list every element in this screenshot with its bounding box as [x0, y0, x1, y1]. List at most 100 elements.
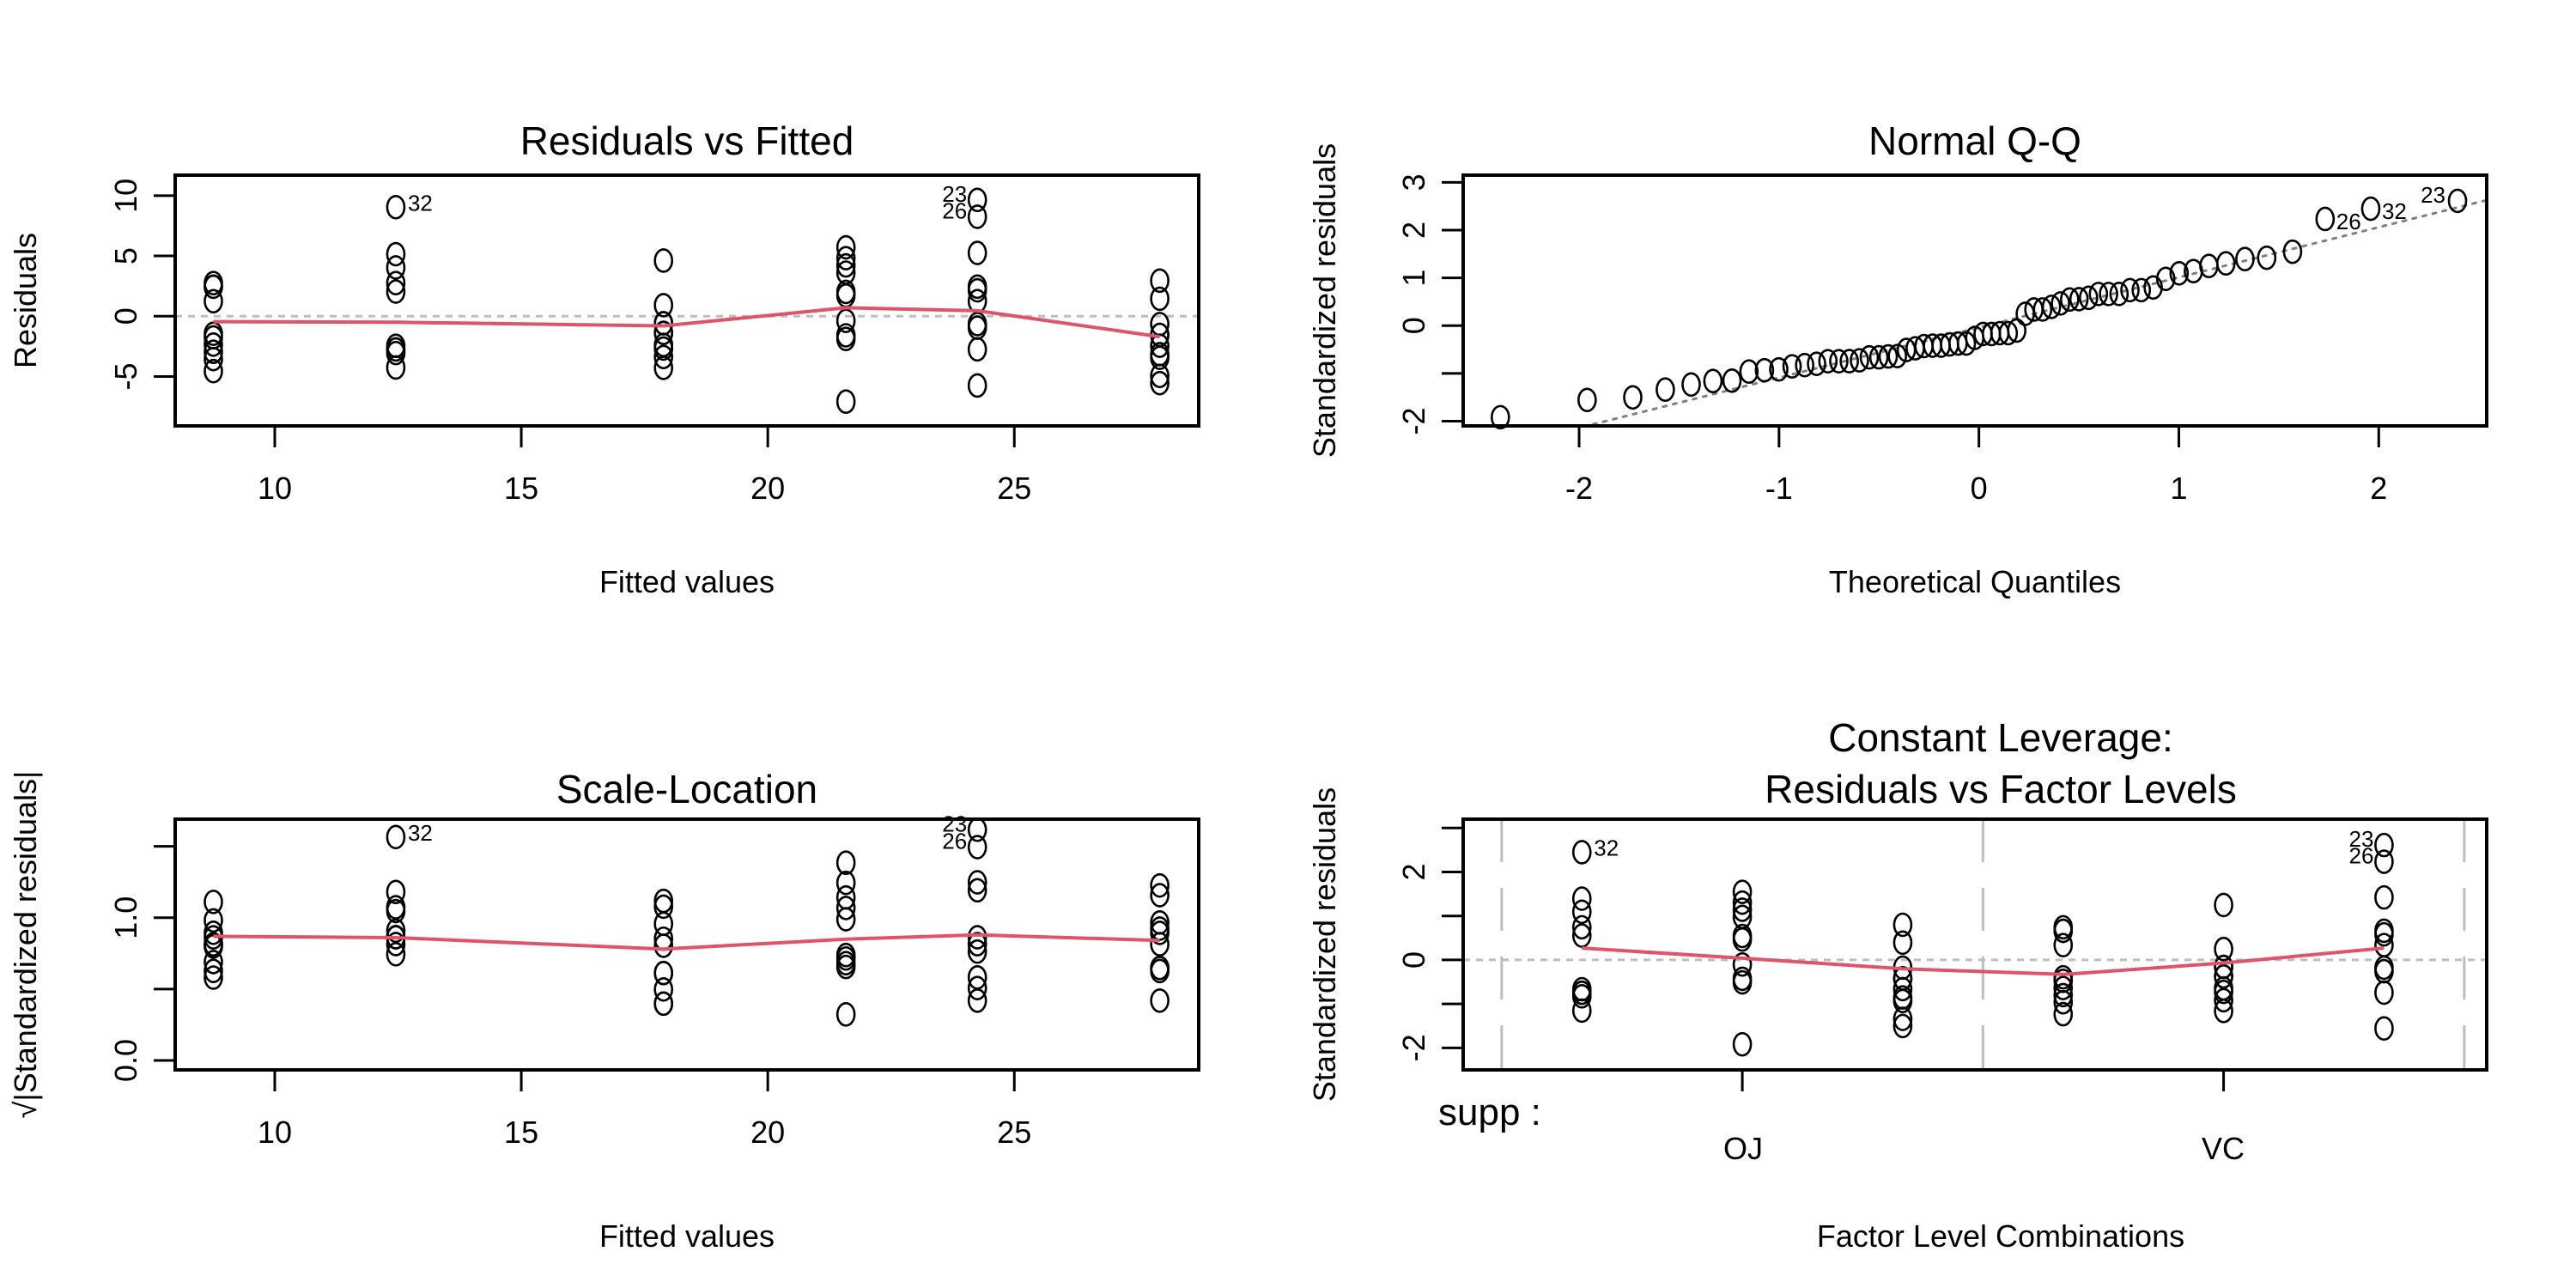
factor-level-label: OJ: [1723, 1131, 1763, 1166]
data-point: [1893, 912, 1913, 938]
data-point: [1150, 268, 1170, 294]
data-point: [2155, 266, 2176, 292]
data-point: [2215, 251, 2236, 276]
x-tick-label: 25: [997, 1115, 1031, 1150]
data-point: [653, 911, 674, 937]
data-point: [204, 274, 223, 300]
data-point: [1795, 352, 1814, 378]
data-point: [653, 888, 674, 914]
data-point: [2053, 982, 2074, 1008]
data-point: [2235, 246, 2255, 272]
data-point: [2214, 936, 2233, 962]
y-tick-label: 2: [1396, 863, 1431, 880]
x-tick-label: 10: [258, 471, 292, 506]
data-point: [1732, 897, 1753, 922]
data-point: [1150, 987, 1170, 1013]
factor-label: supp :: [1438, 1091, 1541, 1133]
data-point: [653, 991, 674, 1017]
panel-title-line2: Residuals vs Factor Levels: [1765, 767, 2237, 811]
data-point: [204, 965, 223, 990]
y-tick-label: 0: [1396, 951, 1431, 969]
y-tick-label: 1: [1396, 270, 1431, 287]
data-point: [2079, 285, 2099, 311]
plot-frame: [1461, 817, 2488, 1072]
data-point: [1681, 372, 1701, 398]
data-point: [1859, 344, 1880, 370]
plot-frame: [1461, 173, 2488, 428]
data-point: [1998, 320, 2019, 346]
data-point: [835, 279, 856, 305]
data-point: [1839, 349, 1859, 374]
point-label: 32: [408, 820, 433, 846]
data-point: [967, 337, 987, 362]
data-point: [1150, 370, 1170, 396]
data-point: [1150, 910, 1170, 935]
data-point: [386, 918, 406, 944]
data-point: [653, 976, 674, 1002]
data-point: [2053, 975, 2074, 1000]
data-point: [835, 907, 856, 932]
point-label: 23: [2421, 182, 2445, 208]
data-point: [1732, 966, 1753, 992]
panel-residuals-vs-factor-levels: Constant Leverage: Residuals vs Factor L…: [1307, 715, 2488, 1254]
data-point: [204, 958, 223, 983]
point-label: 26: [2336, 209, 2361, 234]
data-point: [2053, 968, 2074, 993]
x-axis-label: Theoretical Quantiles: [1829, 564, 2121, 599]
data-point: [1850, 348, 1869, 373]
data-point: [2447, 188, 2468, 214]
point-label: 23: [942, 181, 967, 207]
data-point: [967, 274, 987, 300]
data-point: [2374, 980, 2394, 1005]
data-point: [967, 987, 987, 1013]
data-point: [2050, 291, 2070, 316]
data-point: [2199, 253, 2219, 279]
data-point: [2374, 918, 2394, 944]
data-point: [653, 320, 674, 345]
data-point: [1150, 958, 1170, 984]
data-point: [653, 960, 674, 986]
point-label: 26: [942, 197, 967, 223]
panel-title-line1: Constant Leverage:: [1828, 715, 2173, 760]
data-point: [967, 878, 987, 903]
data-point: [2214, 963, 2233, 989]
x-tick-label: 1: [2170, 471, 2187, 506]
point-label: 26: [2349, 843, 2374, 869]
data-point: [967, 835, 987, 860]
y-axis-label: Standardized residuals: [1307, 143, 1342, 458]
data-point: [1732, 904, 1753, 930]
point-label: 32: [1594, 835, 1619, 860]
data-point: [386, 942, 406, 967]
plot-frame: [173, 173, 1200, 428]
data-point: [1732, 890, 1753, 915]
data-point: [653, 332, 674, 358]
y-tick-label: 3: [1396, 173, 1431, 191]
data-point: [204, 932, 223, 957]
data-point: [1571, 914, 1592, 940]
x-axis-label: Factor Level Combinations: [1817, 1218, 2184, 1254]
data-point: [1571, 998, 1592, 1024]
data-point: [835, 942, 856, 968]
data-point: [1868, 344, 1889, 370]
data-point: [2374, 933, 2394, 957]
point-label: 23: [942, 811, 967, 836]
data-point: [653, 248, 674, 273]
data-point: [967, 315, 987, 340]
data-point: [204, 289, 223, 314]
panel-residuals-vs-fitted: Residuals vs Fitted Fitted values Residu…: [8, 118, 1200, 599]
x-tick-label: 20: [750, 471, 785, 506]
data-point: [1732, 951, 1753, 977]
data-point: [204, 950, 223, 975]
data-point: [2053, 918, 2074, 944]
data-point: [204, 920, 223, 945]
data-point: [2374, 849, 2394, 874]
data-point: [1150, 920, 1170, 945]
data-point: [2032, 297, 2053, 322]
data-point: [1571, 840, 1592, 865]
data-point: [204, 890, 223, 914]
panel-normal-qq: Normal Q-Q Theoretical Quantiles Standar…: [1307, 118, 2488, 599]
data-point: [1893, 1013, 1913, 1039]
data-point: [1150, 883, 1170, 908]
panel-title: Scale-Location: [556, 767, 817, 811]
